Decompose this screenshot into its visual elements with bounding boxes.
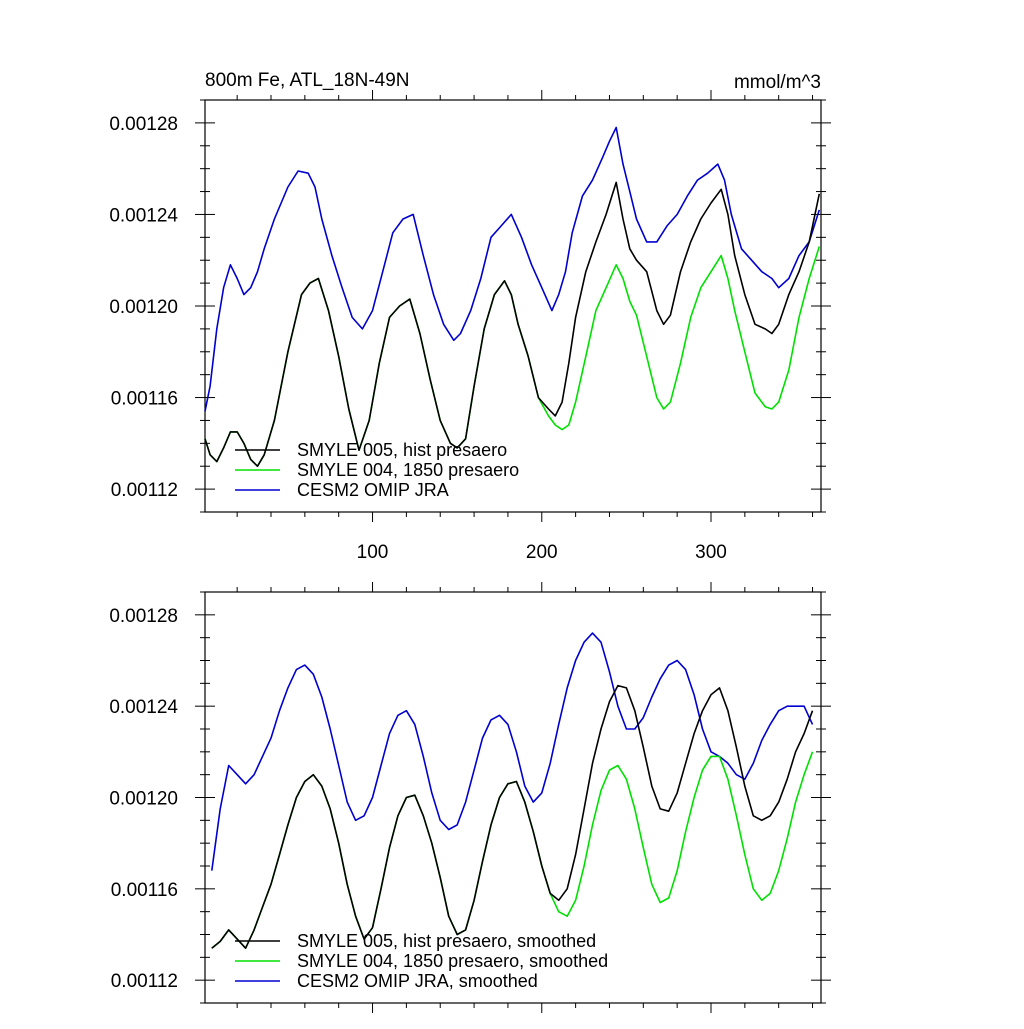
bottom-panel: 0.00112 0.00116 0.00120 0.00124 0.00128 SMYLE… xyxy=(109,582,831,1013)
y-tick-label: 0.00120 xyxy=(109,789,178,810)
legend-entry: SMYLE 005, hist presaero xyxy=(297,440,507,460)
units-label: mmol/m^3 xyxy=(734,72,821,93)
y-tick-label: 0.00124 xyxy=(109,205,178,226)
legend-entry: SMYLE 005, hist presaero, smoothed xyxy=(297,931,596,951)
top-panel: 0.00112 0.00116 0.00120 0.00124 0.00128 100 20… xyxy=(109,90,831,563)
y-tick-label: 0.00116 xyxy=(111,389,178,410)
y-tick-label: 0.00112 xyxy=(111,480,178,501)
series-line-1 xyxy=(211,751,814,949)
y-tick-label: 0.00112 xyxy=(111,971,178,992)
x-tick-label: 100 xyxy=(357,542,389,563)
series-line-2 xyxy=(211,632,814,871)
y-tick-label: 0.00124 xyxy=(109,697,178,718)
series-line-2 xyxy=(204,126,821,412)
legend-entry: CESM2 OMIP JRA, smoothed xyxy=(297,971,538,991)
series-line-0 xyxy=(204,181,821,467)
x-tick-label: 300 xyxy=(695,542,727,563)
y-tick-label: 0.00128 xyxy=(109,606,178,627)
series-line-0 xyxy=(211,684,814,949)
legend-entry: SMYLE 004, 1850 presaero, smoothed xyxy=(297,951,608,971)
x-tick-label: 200 xyxy=(526,542,558,563)
y-tick-label: 0.00116 xyxy=(111,880,178,901)
legend-entry: SMYLE 004, 1850 presaero xyxy=(297,460,519,480)
y-tick-label: 0.00128 xyxy=(109,114,178,135)
legend-entry: CESM2 OMIP JRA xyxy=(297,480,449,500)
y-tick-label: 0.00120 xyxy=(109,297,178,318)
series-line-1 xyxy=(204,246,821,467)
plot-title: 800m Fe, ATL_18N-49N xyxy=(205,70,410,91)
